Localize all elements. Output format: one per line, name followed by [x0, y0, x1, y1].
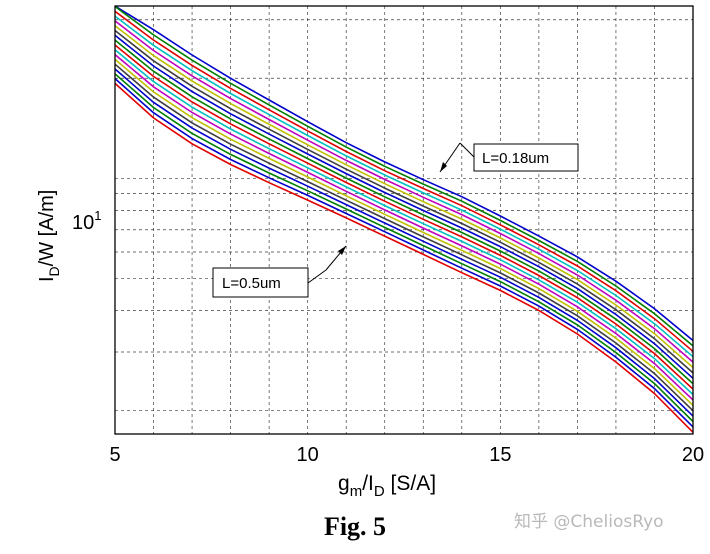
figure-caption: Fig. 5 [323, 512, 387, 541]
series-line-11 [114, 49, 694, 396]
x-axis-label-main: g [338, 472, 350, 495]
watermark: 知乎 @CheliosRyo [514, 512, 664, 532]
x-tick-label-10: 10 [297, 444, 319, 466]
x-axis-label-sub2: D [374, 483, 385, 500]
plot-frame [114, 5, 694, 435]
series-line-16 [114, 73, 694, 423]
annotation-l05-leader [307, 269, 327, 284]
annotation-l05-text: L=0.5um [222, 275, 281, 292]
x-axis-label-mid: /I [362, 472, 374, 495]
series-line-15 [114, 68, 694, 417]
y-axis-label-main: I [36, 276, 58, 282]
series-lines [114, 5, 694, 433]
y-tick-label-10: 101 [72, 208, 101, 234]
series-line-3 [114, 10, 694, 352]
series-line-17 [114, 78, 694, 428]
x-tick-labels: 5 10 15 20 [109, 444, 704, 466]
x-tick-label-5: 5 [109, 444, 120, 466]
annotation-l018-arrowhead [440, 162, 447, 172]
series-line-18 [114, 82, 694, 433]
annotation-l05-arrowhead [338, 246, 346, 255]
x-tick-label-20: 20 [682, 444, 704, 466]
y-tick-base: 10 [72, 212, 94, 234]
series-line-10 [114, 44, 694, 390]
grid [115, 6, 693, 434]
y-axis-label-sub: D [46, 266, 62, 276]
series-line-2 [114, 5, 694, 347]
annotation-l05-box [212, 267, 309, 298]
annotation-l05: L=0.5um [212, 245, 347, 298]
annotation-l018-box [473, 143, 579, 172]
series-line-9 [114, 39, 694, 385]
series-line-12 [114, 53, 694, 401]
annotation-l018-text: L=0.18um [482, 150, 549, 167]
x-axis-label-rest: [S/A] [385, 472, 436, 495]
x-axis-label-sub1: m [350, 483, 363, 500]
series-line-6 [114, 25, 694, 369]
series-line-8 [114, 34, 694, 379]
series-line-7 [114, 29, 694, 374]
x-axis-label: gm/ID [S/A] [338, 472, 436, 500]
series-line-14 [114, 63, 694, 412]
series-line-1 [114, 5, 694, 342]
annotation-l018-leader [459, 142, 475, 158]
series-line-13 [114, 58, 694, 406]
x-tick-label-15: 15 [489, 444, 511, 466]
annotation-l018: L=0.18um [439, 142, 579, 173]
y-axis-label: ID/W [A/m] [36, 190, 62, 282]
y-tick-exp: 1 [94, 208, 101, 223]
series-line-5 [114, 20, 694, 363]
y-axis-label-rest: /W [A/m] [36, 190, 58, 267]
series-line-4 [114, 15, 694, 358]
